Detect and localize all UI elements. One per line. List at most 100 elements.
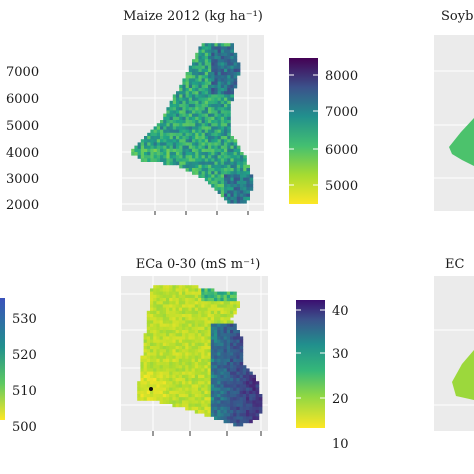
field-cell [217, 43, 222, 47]
field-cell [236, 180, 241, 185]
field-cell [182, 387, 186, 392]
field-cell [185, 397, 189, 401]
field-cell [188, 310, 192, 315]
field-cell [169, 145, 174, 150]
field-cell [230, 152, 234, 156]
field-cell [150, 381, 154, 385]
field-cell [201, 43, 206, 47]
field-cell [207, 317, 212, 321]
field-cell [198, 100, 202, 105]
field-cell [230, 145, 234, 150]
field-cell [169, 158, 174, 162]
field-cell [236, 352, 240, 356]
field-cell [207, 342, 212, 347]
field-cell [236, 333, 240, 337]
field-cell [204, 171, 209, 175]
field-cell [194, 339, 199, 344]
field-cell [191, 333, 196, 337]
field-cell [147, 148, 151, 153]
field-cell [153, 384, 157, 388]
field-cell [233, 184, 238, 188]
field-cell [252, 378, 256, 382]
field-cell [220, 301, 224, 305]
field-cell [178, 349, 183, 353]
field-cell [191, 358, 196, 363]
field-cell [175, 323, 180, 328]
field-cell [166, 374, 170, 379]
field-cell [236, 368, 240, 372]
field-cell [169, 362, 173, 366]
field-cell [223, 314, 228, 318]
field-cell [246, 384, 250, 388]
field-cell [249, 410, 253, 414]
field-cell [182, 342, 186, 347]
field-cell [220, 397, 224, 401]
field-cell [188, 88, 193, 92]
field-cell [166, 291, 170, 296]
field-cell [220, 132, 225, 137]
field-cell [166, 110, 170, 114]
field-cell [220, 107, 225, 111]
left-y-labels: 7000 6000 5000 4000 3000 2000 [6, 65, 39, 213]
field-cell [227, 65, 231, 70]
field-cell [144, 145, 148, 150]
field-cell [185, 355, 189, 360]
field-cell [255, 390, 260, 395]
field-cell [230, 352, 234, 356]
field-cell [185, 333, 189, 337]
field-cell [150, 291, 154, 296]
field-cell [188, 152, 193, 156]
field-cell [166, 120, 170, 124]
field-cell [185, 288, 189, 292]
field-cell [214, 155, 218, 159]
field-cell [175, 403, 180, 408]
field-cell [169, 333, 173, 337]
field-cell [172, 100, 177, 105]
field-cell [204, 291, 208, 296]
field-cell [185, 301, 189, 305]
field-cell [233, 336, 237, 340]
field-cell [204, 168, 209, 172]
field-cell [201, 123, 206, 127]
field-cell [150, 142, 154, 146]
field-cell [208, 155, 212, 159]
field-cell [201, 91, 206, 95]
field-cell [223, 320, 228, 324]
field-cell [172, 323, 176, 328]
field-cell [188, 116, 193, 121]
field-cell [198, 381, 202, 385]
field-cell [214, 116, 218, 121]
field-cell [179, 139, 183, 143]
field-cell [169, 330, 173, 334]
field-cell [217, 190, 222, 194]
field-cell [191, 301, 196, 305]
eca-deep-partial-panel: EC [434, 257, 474, 431]
field-cell [194, 349, 199, 353]
field-cell [220, 174, 225, 178]
field-cell [240, 164, 244, 169]
field-cell [176, 158, 180, 162]
field-cell [153, 155, 158, 159]
field-cell [156, 339, 160, 344]
field-cell [214, 298, 218, 302]
field-cell [220, 164, 225, 169]
field-cell [169, 339, 173, 344]
field-cell [208, 123, 212, 127]
field-cell [201, 136, 206, 140]
field-cell [217, 326, 221, 331]
field-cell [156, 126, 161, 130]
maize-yield-cells [131, 43, 254, 204]
field-cell [194, 314, 199, 318]
field-cell [143, 397, 148, 401]
field-cell [204, 123, 209, 127]
field-cell [159, 378, 164, 382]
field-cell [192, 168, 196, 172]
field-cell [208, 68, 212, 73]
field-cell [233, 310, 237, 315]
field-cell [210, 330, 215, 334]
field-cell [236, 374, 240, 379]
field-cell [230, 168, 234, 172]
field-cell [204, 406, 208, 411]
field-cell [220, 362, 224, 366]
field-cell [208, 161, 212, 166]
